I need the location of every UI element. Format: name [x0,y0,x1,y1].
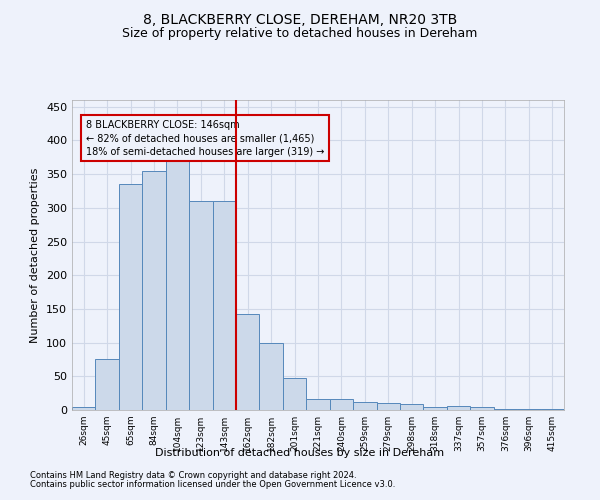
Bar [259,342,283,410]
Text: Contains HM Land Registry data © Crown copyright and database right 2024.: Contains HM Land Registry data © Crown c… [30,471,356,480]
Bar [72,406,95,410]
Bar [283,378,306,410]
Bar [142,171,166,410]
Bar [189,201,212,410]
Bar [377,404,400,410]
Text: 8, BLACKBERRY CLOSE, DEREHAM, NR20 3TB: 8, BLACKBERRY CLOSE, DEREHAM, NR20 3TB [143,12,457,26]
Bar [306,398,330,410]
Text: Distribution of detached houses by size in Dereham: Distribution of detached houses by size … [155,448,445,458]
Bar [517,408,541,410]
Bar [236,314,259,410]
Bar [400,404,424,410]
Bar [330,398,353,410]
Bar [212,201,236,410]
Bar [470,406,494,410]
Bar [353,402,377,410]
Bar [447,406,470,410]
Bar [95,360,119,410]
Text: Size of property relative to detached houses in Dereham: Size of property relative to detached ho… [122,28,478,40]
Y-axis label: Number of detached properties: Number of detached properties [31,168,40,342]
Bar [494,408,517,410]
Bar [119,184,142,410]
Text: 8 BLACKBERRY CLOSE: 146sqm
← 82% of detached houses are smaller (1,465)
18% of s: 8 BLACKBERRY CLOSE: 146sqm ← 82% of deta… [86,120,324,156]
Bar [424,406,447,410]
Text: Contains public sector information licensed under the Open Government Licence v3: Contains public sector information licen… [30,480,395,489]
Bar [166,160,189,410]
